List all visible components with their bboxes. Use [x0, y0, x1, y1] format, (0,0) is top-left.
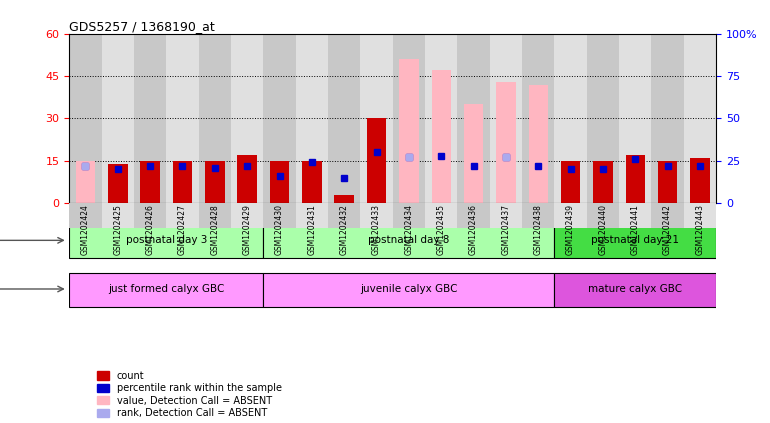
Bar: [199, 203, 231, 228]
Text: just formed calyx GBC: just formed calyx GBC: [108, 284, 225, 294]
Bar: [625, 155, 645, 203]
Bar: [263, 34, 296, 203]
Bar: [328, 203, 360, 228]
Text: GSM1202429: GSM1202429: [243, 204, 252, 255]
Bar: [431, 71, 451, 203]
Bar: [587, 34, 619, 203]
Bar: [658, 161, 678, 203]
Bar: [554, 273, 716, 307]
Bar: [166, 34, 199, 203]
Bar: [425, 34, 457, 203]
Text: GDS5257 / 1368190_at: GDS5257 / 1368190_at: [69, 20, 215, 33]
Bar: [69, 34, 102, 203]
Text: GSM1202441: GSM1202441: [631, 204, 640, 255]
Bar: [457, 203, 490, 228]
Text: GSM1202428: GSM1202428: [210, 204, 219, 255]
Text: GSM1202425: GSM1202425: [113, 204, 122, 255]
Bar: [263, 203, 296, 228]
Text: GSM1202430: GSM1202430: [275, 204, 284, 255]
Bar: [108, 164, 128, 203]
Bar: [684, 203, 716, 228]
Text: GSM1202438: GSM1202438: [534, 204, 543, 255]
Bar: [619, 34, 651, 203]
Bar: [296, 203, 328, 228]
Text: GSM1202437: GSM1202437: [501, 204, 511, 255]
Bar: [496, 82, 516, 203]
Legend: count, percentile rank within the sample, value, Detection Call = ABSENT, rank, : count, percentile rank within the sample…: [97, 371, 282, 418]
Bar: [69, 203, 102, 228]
Bar: [399, 59, 419, 203]
Bar: [393, 34, 425, 203]
Bar: [263, 273, 554, 307]
Text: GSM1202431: GSM1202431: [307, 204, 316, 255]
Bar: [464, 104, 484, 203]
Text: GSM1202442: GSM1202442: [663, 204, 672, 255]
Bar: [231, 203, 263, 228]
Bar: [554, 203, 587, 228]
Bar: [75, 161, 95, 203]
Text: GSM1202435: GSM1202435: [437, 204, 446, 255]
Bar: [690, 158, 710, 203]
Bar: [593, 161, 613, 203]
Bar: [457, 34, 490, 203]
Bar: [619, 203, 651, 228]
Text: GSM1202426: GSM1202426: [146, 204, 155, 255]
Bar: [102, 203, 134, 228]
Bar: [490, 34, 522, 203]
Text: GSM1202432: GSM1202432: [340, 204, 349, 255]
Bar: [554, 34, 587, 203]
Bar: [134, 34, 166, 203]
Text: GSM1202443: GSM1202443: [695, 204, 705, 255]
Bar: [205, 161, 225, 203]
Bar: [328, 34, 360, 203]
Bar: [334, 195, 354, 203]
Text: GSM1202434: GSM1202434: [404, 204, 413, 255]
Text: GSM1202439: GSM1202439: [566, 204, 575, 255]
Bar: [69, 224, 263, 258]
Text: postnatal day 3: postnatal day 3: [126, 235, 207, 245]
Text: GSM1202436: GSM1202436: [469, 204, 478, 255]
Bar: [360, 203, 393, 228]
Text: postnatal day 8: postnatal day 8: [368, 235, 450, 245]
Bar: [69, 273, 263, 307]
Text: GSM1202440: GSM1202440: [598, 204, 608, 255]
Bar: [393, 203, 425, 228]
Bar: [587, 203, 619, 228]
Bar: [134, 203, 166, 228]
Bar: [360, 34, 393, 203]
Text: GSM1202424: GSM1202424: [81, 204, 90, 255]
Bar: [302, 161, 322, 203]
Bar: [102, 34, 134, 203]
Text: mature calyx GBC: mature calyx GBC: [588, 284, 682, 294]
Bar: [367, 118, 387, 203]
Bar: [554, 224, 716, 258]
Text: postnatal day 21: postnatal day 21: [591, 235, 679, 245]
Bar: [263, 224, 554, 258]
Bar: [651, 203, 684, 228]
Bar: [522, 203, 554, 228]
Bar: [231, 34, 263, 203]
Bar: [522, 34, 554, 203]
Bar: [296, 34, 328, 203]
Bar: [490, 203, 522, 228]
Bar: [270, 161, 290, 203]
Text: juvenile calyx GBC: juvenile calyx GBC: [360, 284, 457, 294]
Bar: [172, 161, 192, 203]
Bar: [199, 34, 231, 203]
Bar: [684, 34, 716, 203]
Bar: [140, 161, 160, 203]
Bar: [425, 203, 457, 228]
Bar: [166, 203, 199, 228]
Text: GSM1202427: GSM1202427: [178, 204, 187, 255]
Text: GSM1202433: GSM1202433: [372, 204, 381, 255]
Bar: [237, 155, 257, 203]
Bar: [651, 34, 684, 203]
Bar: [561, 161, 581, 203]
Bar: [528, 85, 548, 203]
